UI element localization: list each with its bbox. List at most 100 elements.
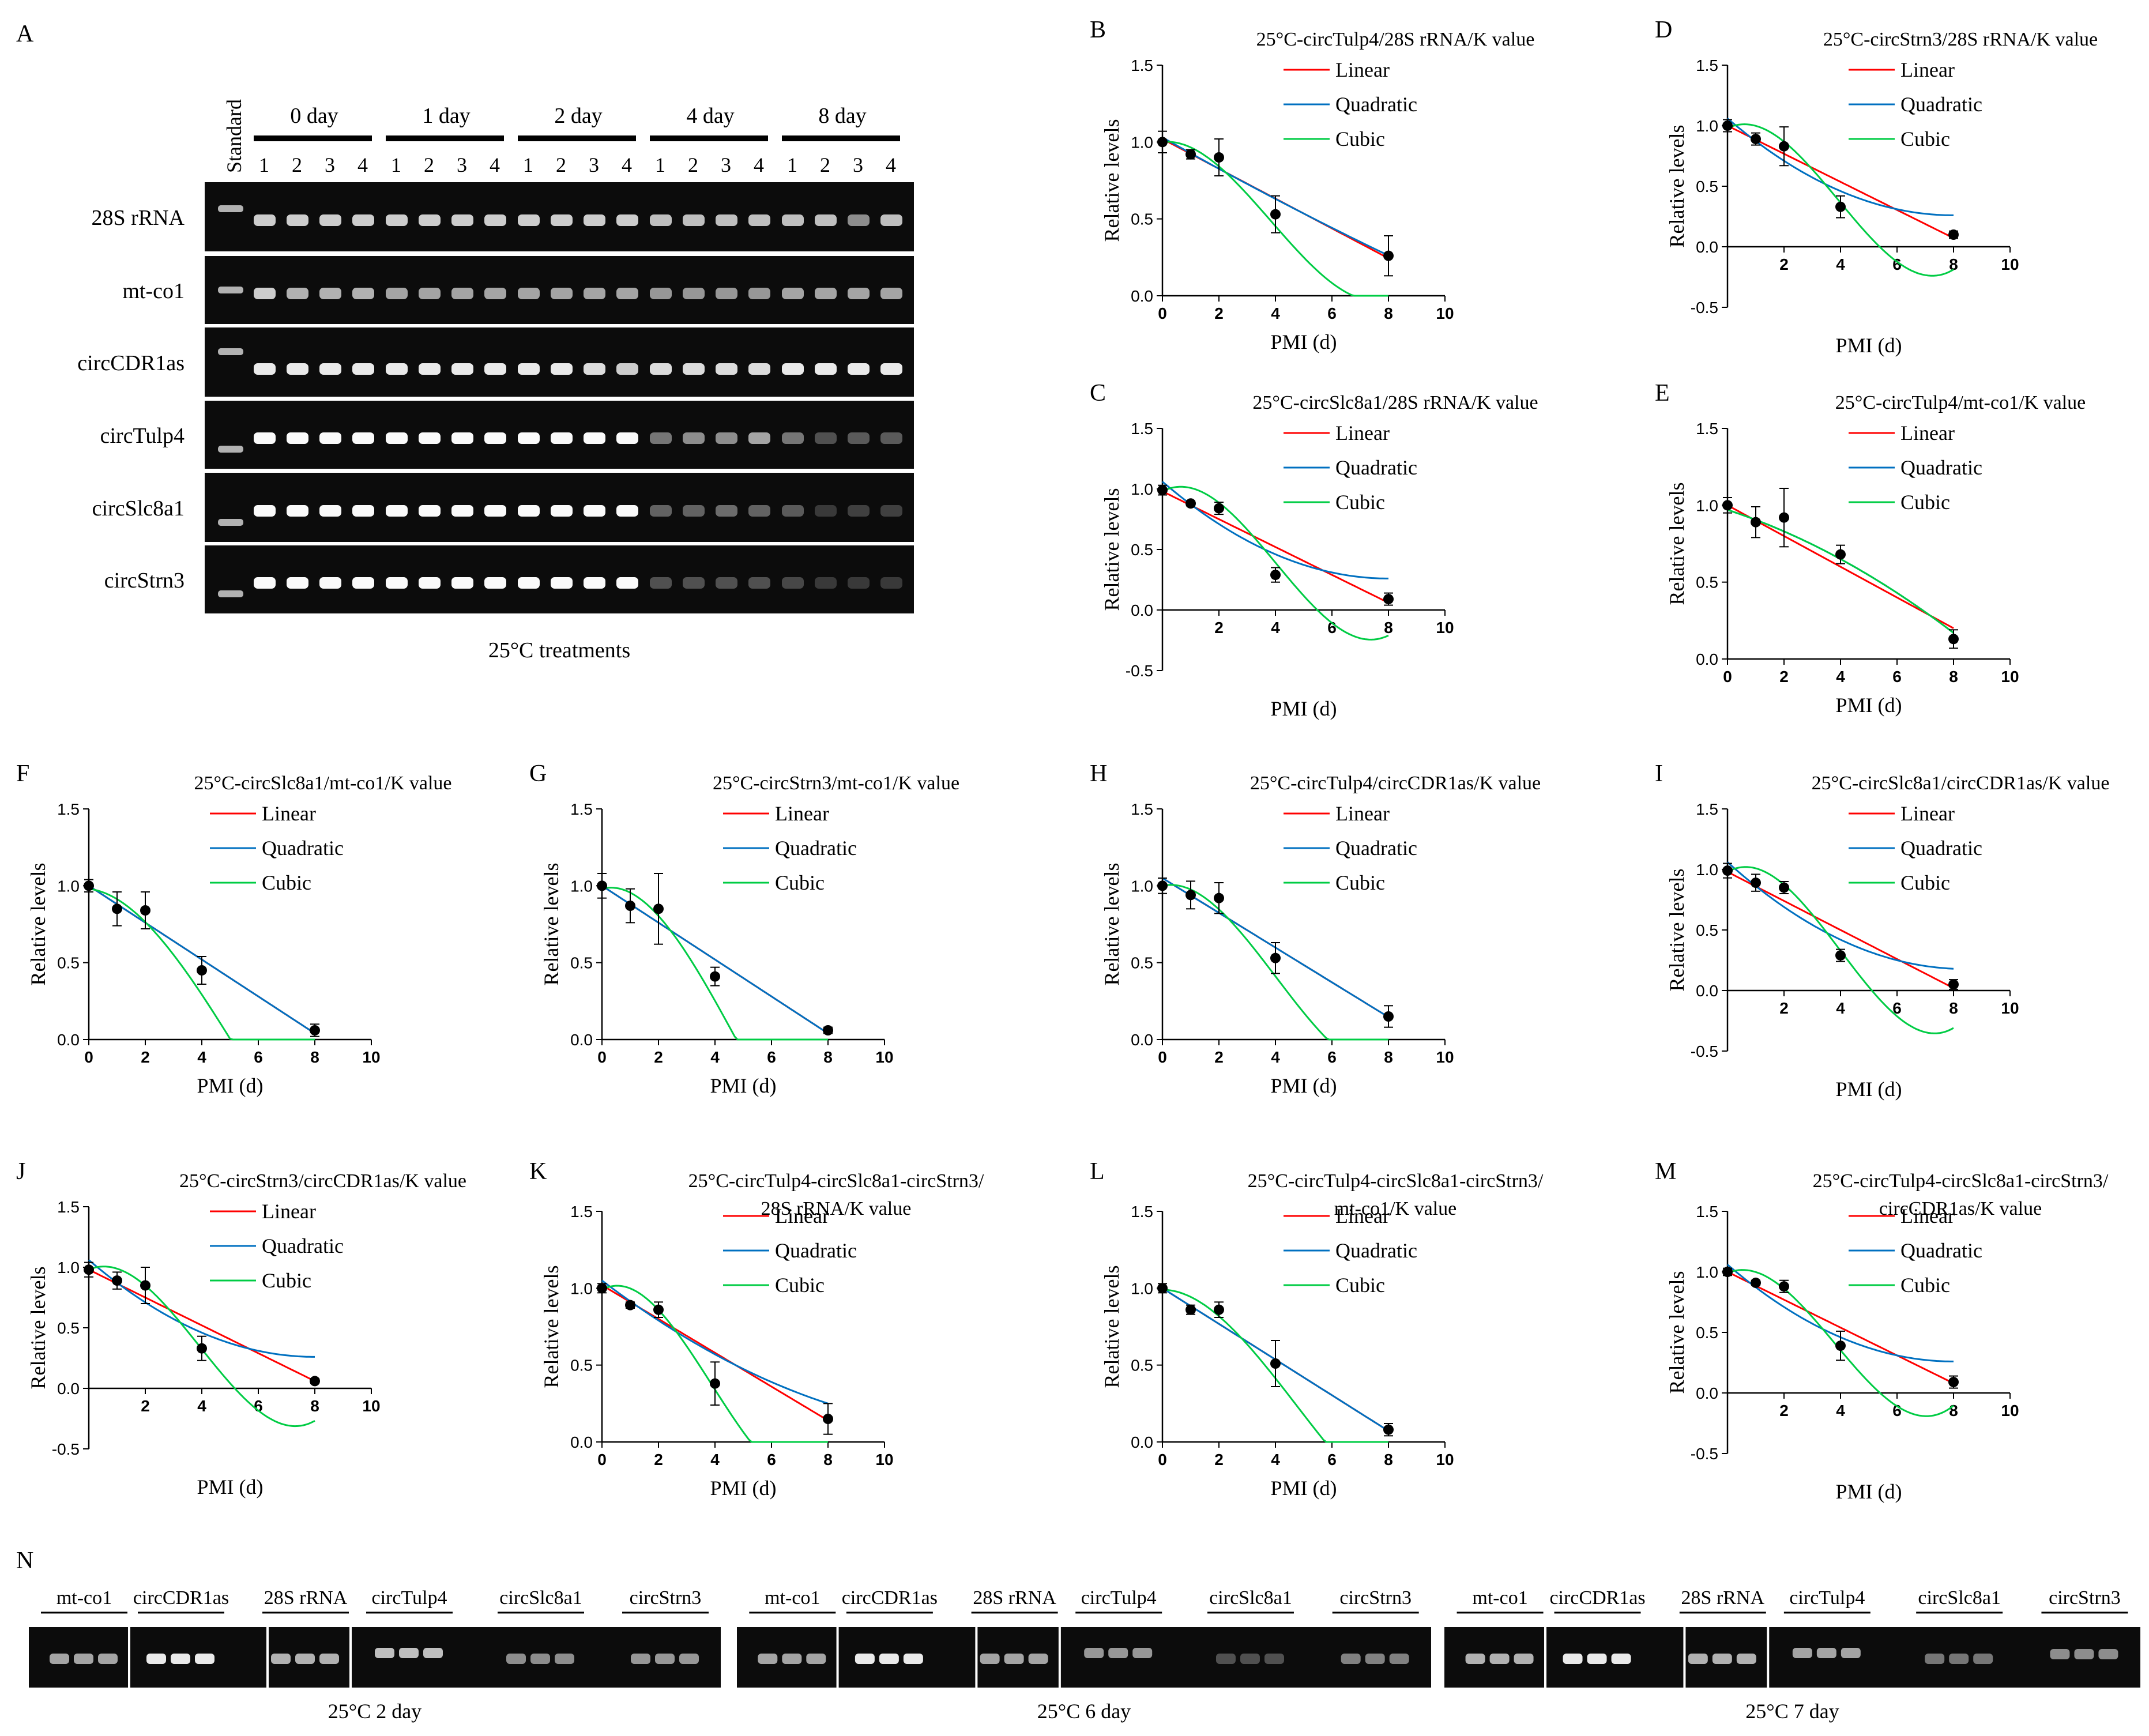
x-tick-label: 8 bbox=[1949, 668, 1958, 686]
fit-line-linear bbox=[1727, 871, 1954, 989]
lane-number: 4 bbox=[490, 153, 500, 176]
y-tick-label: 0.5 bbox=[1131, 954, 1153, 972]
gel-band bbox=[748, 214, 770, 226]
legend-label: Cubic bbox=[1900, 491, 1950, 514]
data-point bbox=[1779, 882, 1789, 893]
data-point bbox=[1383, 1424, 1394, 1435]
gel-band bbox=[254, 363, 276, 375]
data-point bbox=[84, 880, 94, 891]
x-tick-label: 8 bbox=[1949, 1402, 1958, 1419]
chart-panel-f: F 25°C-circSlc8a1/mt-co1/K value 0.0 0.5 1.0… bbox=[16, 760, 451, 1097]
gel-band bbox=[848, 288, 870, 299]
x-axis-label: PMI (d) bbox=[197, 1074, 264, 1097]
gel-lane-label: mt-co1 bbox=[765, 1587, 820, 1609]
gel-band bbox=[1792, 1648, 1812, 1658]
gel-band bbox=[518, 363, 540, 375]
gel-lane-label: circCDR1as bbox=[133, 1587, 229, 1609]
data-point bbox=[653, 903, 664, 914]
y-tick-label: 1.5 bbox=[1131, 800, 1153, 818]
panel-a-caption: 25°C treatments bbox=[488, 638, 630, 662]
y-tick-label: 0.0 bbox=[57, 1031, 80, 1049]
x-tick-label: 4 bbox=[1271, 304, 1280, 322]
y-tick-label: 0.5 bbox=[57, 954, 80, 972]
x-tick-label: 6 bbox=[767, 1451, 776, 1468]
gel-lane-label: circCDR1as bbox=[1549, 1587, 1645, 1609]
data-point bbox=[1751, 134, 1761, 145]
gel-band bbox=[352, 214, 374, 226]
chart-panel-b: B 25°C-circTulp4/28S rRNA/K value 0.0 0.5 1.… bbox=[1090, 17, 1534, 353]
chart-panel-k: K 25°C-circTulp4-circSlc8a1-circStrn3/28S… bbox=[529, 1158, 984, 1500]
data-point bbox=[1214, 503, 1224, 514]
gel-band bbox=[451, 363, 473, 375]
legend-label: Linear bbox=[1900, 1204, 1955, 1227]
gel-band bbox=[1215, 1654, 1236, 1664]
gel-band bbox=[484, 363, 506, 375]
y-tick-label: 1.0 bbox=[570, 877, 593, 895]
x-tick-label: 4 bbox=[1836, 999, 1845, 1017]
x-tick-label: 6 bbox=[254, 1397, 263, 1415]
legend-label: Linear bbox=[1900, 802, 1955, 825]
y-tick-label: 1.5 bbox=[1131, 1203, 1153, 1221]
gel-band bbox=[419, 432, 441, 444]
standard-label: Standard bbox=[223, 99, 246, 173]
lane-number: 4 bbox=[622, 153, 632, 176]
gel-band bbox=[98, 1654, 118, 1664]
gel-band bbox=[880, 577, 902, 589]
gel-band bbox=[782, 363, 804, 375]
gel-band bbox=[616, 214, 638, 226]
lane-number: 4 bbox=[886, 153, 896, 176]
x-tick-label: 4 bbox=[1271, 1451, 1280, 1468]
x-tick-label: 10 bbox=[875, 1048, 893, 1066]
panel-letter: B bbox=[1090, 17, 1106, 43]
y-tick-label: 1.0 bbox=[1131, 1279, 1153, 1297]
y-tick-label: 0.0 bbox=[1696, 1384, 1718, 1402]
data-point bbox=[1779, 512, 1789, 523]
gel-group-caption: 25°C 2 day bbox=[328, 1700, 421, 1723]
gel-band bbox=[880, 505, 902, 517]
data-point bbox=[1270, 570, 1281, 581]
legend-label: Linear bbox=[1900, 58, 1955, 81]
gel-band bbox=[1688, 1654, 1708, 1664]
panel-letter-a: A bbox=[16, 21, 34, 47]
chart-title: 28S rRNA/K value bbox=[761, 1198, 912, 1219]
gel-band bbox=[782, 288, 804, 299]
fit-line-quadratic bbox=[88, 1259, 315, 1358]
day-group-label: 2 day bbox=[554, 104, 602, 128]
legend-label: Cubic bbox=[1335, 127, 1385, 150]
y-tick-label: -0.5 bbox=[1126, 662, 1153, 680]
y-tick-label: 0.5 bbox=[1696, 1324, 1718, 1342]
y-tick-label: 0.5 bbox=[1696, 921, 1718, 939]
panel-letter: F bbox=[16, 760, 29, 787]
lane-number: 4 bbox=[754, 153, 764, 176]
y-axis-label: Relative levels bbox=[1665, 869, 1688, 992]
gel-band bbox=[399, 1648, 419, 1658]
gel-band bbox=[1389, 1654, 1409, 1664]
gel-band bbox=[352, 363, 374, 375]
fit-line-cubic bbox=[1162, 884, 1388, 1041]
gel-row-label: circStrn3 bbox=[104, 568, 185, 593]
x-tick-label: 4 bbox=[710, 1048, 720, 1066]
x-tick-label: 6 bbox=[1892, 668, 1902, 686]
gel-band bbox=[616, 432, 638, 444]
x-tick-label: 0 bbox=[597, 1048, 607, 1066]
y-tick-label: 1.0 bbox=[570, 1279, 593, 1297]
x-axis-label: PMI (d) bbox=[710, 1074, 777, 1097]
x-tick-label: 10 bbox=[1436, 1048, 1454, 1066]
x-tick-label: 10 bbox=[1436, 1451, 1454, 1468]
data-point bbox=[625, 901, 635, 911]
gel-band bbox=[254, 288, 276, 299]
gel-band bbox=[451, 505, 473, 517]
gel-band bbox=[748, 432, 770, 444]
gel-band bbox=[903, 1654, 923, 1664]
data-point bbox=[1722, 500, 1733, 511]
chart-title: circCDR1as/K value bbox=[1879, 1198, 2042, 1219]
gel-band bbox=[1365, 1654, 1385, 1664]
y-axis-label: Relative levels bbox=[1665, 1271, 1688, 1394]
x-tick-label: 6 bbox=[1327, 1048, 1337, 1066]
x-tick-label: 10 bbox=[1436, 304, 1454, 322]
lane-number: 1 bbox=[259, 153, 269, 176]
data-point bbox=[597, 1283, 607, 1294]
chart-panel-e: E 25°C-circTulp4/mt-co1/K value 0.0 0.5 1.0 1… bbox=[1655, 380, 2086, 717]
fit-line-cubic bbox=[88, 888, 315, 1041]
